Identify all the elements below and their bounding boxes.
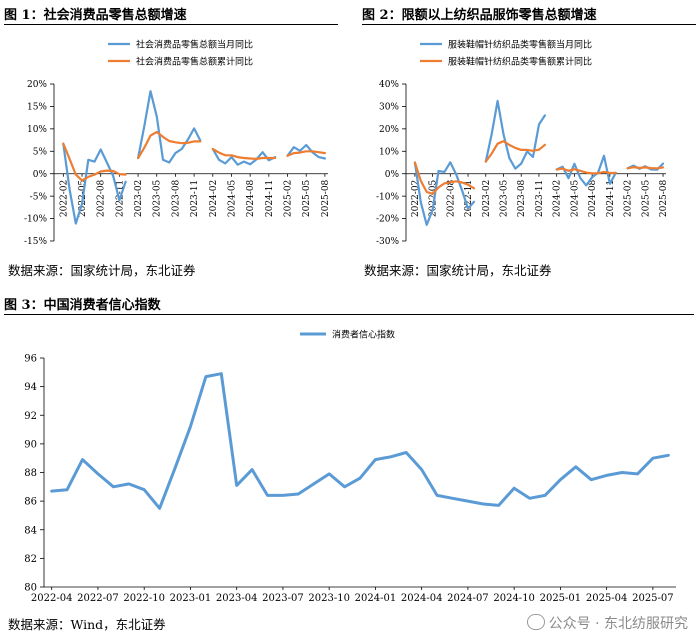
- legend-label-1: 消费者信心指数: [332, 329, 395, 341]
- figure-2-title-rule: [362, 24, 696, 25]
- figure-3-chart: 80 82 84 86 88 90 92 94 96 2022-04 2022-07 2022-10 2…: [24, 329, 676, 604]
- y-tick-label: 15%: [27, 103, 47, 113]
- y-tick-label: 0%: [385, 170, 400, 180]
- y-tick-label: 5%: [33, 147, 48, 157]
- legend-label-1: 社会消费品零售总额当月同比: [136, 39, 253, 51]
- figure-1-title: 图 1：社会消费品零售总额增速: [4, 8, 187, 23]
- y-tick-label: -10%: [376, 192, 399, 202]
- x-tick-label: 2025-08: [659, 179, 669, 217]
- figure-3-title: 图 3：中国消费者信心指数: [4, 298, 161, 313]
- x-tick-label: 2023-01: [170, 593, 212, 604]
- x-tick-label: 2024-07: [447, 593, 489, 604]
- y-tick-label: 88: [24, 468, 37, 479]
- series-line-1: [413, 99, 665, 226]
- y-tick-label: 40%: [379, 80, 399, 90]
- y-tick-label: -5%: [30, 192, 48, 202]
- x-tick-label: 2024-01: [355, 593, 397, 604]
- x-tick-label: 2025-04: [586, 593, 628, 604]
- series-line-2: [62, 130, 326, 182]
- y-tick-label: 92: [24, 411, 37, 422]
- figure-3-title-rule: [4, 314, 694, 315]
- figure-2-source: 数据来源：国家统计局，东北证券: [364, 263, 552, 278]
- x-tick-label: 2022-11: [464, 180, 474, 217]
- x-tick-label: 2025-02: [624, 180, 634, 217]
- figure-2-title: 图 2：限额以上纺织品服饰零售总额增速: [362, 8, 597, 23]
- x-tick-label: 2024-11: [606, 180, 616, 217]
- x-tick-label: 2025-02: [284, 180, 294, 217]
- y-tick-label: -30%: [376, 237, 399, 247]
- legend-label-1: 服装鞋帽针纺织品类零售额当月同比: [448, 39, 592, 51]
- x-tick-label: 2022-08: [446, 179, 456, 217]
- x-tick-label: 2022-04: [31, 593, 73, 604]
- x-tick-label: 2025-07: [632, 593, 674, 604]
- legend-label-2: 服装鞋帽针纺织品类零售额累计同比: [448, 56, 592, 68]
- y-tick-label: 86: [24, 497, 37, 508]
- x-tick-label: 2023-02: [134, 180, 144, 217]
- x-tick-label: 2024-08: [588, 179, 598, 217]
- figure-1-title-rule: [4, 24, 338, 25]
- x-tick-label: 2024-08: [246, 179, 256, 217]
- legend-label-2: 社会消费品零售总额累计同比: [136, 56, 253, 68]
- y-tick-label: 94: [24, 382, 37, 393]
- x-tick-label: 2023-05: [500, 179, 510, 217]
- y-tick-label: -15%: [24, 237, 47, 247]
- x-tick-label: 2025-01: [540, 593, 582, 604]
- x-tick-label: 2025-08: [321, 179, 331, 217]
- figure-3-source: 数据来源：Wind，东北证券: [8, 617, 166, 632]
- watermark: 公众号 · 东北纺服研究: [526, 613, 688, 633]
- watermark-text: 公众号 · 东北纺服研究: [548, 616, 688, 632]
- x-tick-label: 2024-05: [570, 179, 580, 217]
- y-tick-label: 84: [24, 525, 37, 536]
- x-tick-label: 2024-10: [493, 593, 535, 604]
- x-tick-label: 2022-02: [59, 180, 69, 217]
- y-tick-label: 0%: [33, 170, 48, 180]
- x-tick-label: 2025-05: [641, 179, 651, 217]
- x-tick-label: 2023-05: [153, 179, 163, 217]
- x-tick-label: 2022-08: [97, 179, 107, 217]
- x-tick-label: 2024-02: [553, 180, 563, 217]
- x-tick-label: 2023-02: [482, 180, 492, 217]
- x-tick-label: 2024-11: [265, 180, 275, 217]
- figure-1-source: 数据来源：国家统计局，东北证券: [8, 263, 196, 278]
- y-tick-label: 10%: [379, 147, 399, 157]
- y-tick-label: 82: [24, 554, 37, 565]
- x-tick-label: 2023-08: [517, 179, 527, 217]
- y-tick-label: 20%: [379, 125, 399, 135]
- figure-1-chart: -15%-10%-5%0%5%10%15%20%2022-02 2022-05 20…: [24, 39, 331, 248]
- figure-2-chart: -30%-20%-10%0%10%20%30%40%2022-02 2022-05…: [376, 39, 669, 248]
- wechat-icon: [526, 614, 545, 630]
- y-tick-label: 10%: [27, 125, 47, 135]
- y-tick-label: 96: [24, 354, 37, 365]
- x-tick-label: 2024-04: [401, 593, 443, 604]
- y-tick-label: 30%: [379, 103, 399, 113]
- x-tick-label: 2023-08: [171, 179, 181, 217]
- x-tick-label: 2022-10: [123, 593, 165, 604]
- x-tick-label: 2022-02: [411, 180, 421, 217]
- y-tick-label: 90: [24, 439, 37, 450]
- y-tick-label: -20%: [376, 215, 399, 225]
- x-tick-label: 2025-05: [302, 179, 312, 217]
- x-tick-label: 2022-07: [77, 593, 119, 604]
- x-tick-label: 2024-02: [209, 180, 219, 217]
- x-tick-label: 2023-04: [216, 593, 258, 604]
- series-line-2: [413, 140, 665, 195]
- x-tick-label: 2023-11: [535, 180, 545, 217]
- x-tick-label: 2023-11: [190, 180, 200, 217]
- series-line-1: [62, 90, 326, 225]
- y-tick-label: -10%: [24, 215, 47, 225]
- x-tick-label: 2023-10: [308, 593, 350, 604]
- y-tick-label: 20%: [27, 80, 47, 90]
- x-tick-label: 2024-05: [227, 179, 237, 217]
- x-tick-label: 2023-07: [262, 593, 304, 604]
- y-tick-label: 80: [24, 583, 37, 594]
- series-line-1: [50, 372, 670, 510]
